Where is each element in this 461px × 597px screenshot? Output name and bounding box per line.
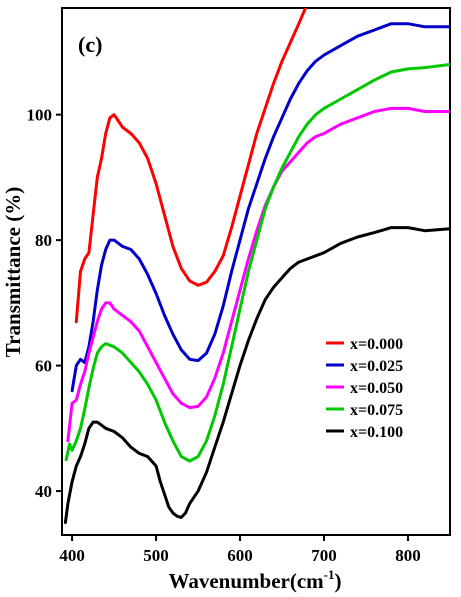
legend-label: x=0.075 — [350, 402, 403, 419]
y-tick-label: 100 — [27, 106, 53, 125]
legend-label: x=0.000 — [350, 336, 403, 353]
series-line-2 — [66, 106, 450, 443]
x-axis-title: Wavenumber(cm-1) — [169, 567, 342, 593]
y-axis-title: Transmittance (%) — [1, 187, 25, 358]
y-tick-label: 80 — [35, 231, 52, 250]
series-line-4 — [63, 226, 450, 524]
x-tick-label: 700 — [311, 546, 337, 565]
x-axis-title-superscript: -1 — [324, 567, 335, 582]
series-lines — [63, 8, 450, 524]
legend-label: x=0.100 — [350, 424, 403, 441]
legend-label: x=0.050 — [350, 380, 403, 397]
axis-ticks: 400 500 600 700 800 40 60 80 100 — [27, 106, 421, 565]
plot-area-frame — [61, 7, 451, 536]
series-line-3 — [64, 63, 450, 463]
y-tick-label: 40 — [35, 482, 52, 501]
x-tick-label: 600 — [227, 546, 253, 565]
legend-label: x=0.025 — [350, 358, 403, 375]
legend: x=0.000 x=0.025 x=0.050 x=0.075 x=0.100 — [326, 336, 403, 441]
panel-label: (c) — [78, 32, 102, 57]
y-tick-label: 60 — [35, 357, 52, 376]
series-line-0 — [74, 8, 307, 324]
x-tick-label: 800 — [395, 546, 421, 565]
x-tick-label: 500 — [143, 546, 169, 565]
series-line-1 — [70, 22, 450, 393]
x-axis-title-suffix: ) — [335, 569, 342, 593]
x-tick-label: 400 — [59, 546, 85, 565]
x-axis-title-main: Wavenumber(cm — [169, 569, 325, 593]
